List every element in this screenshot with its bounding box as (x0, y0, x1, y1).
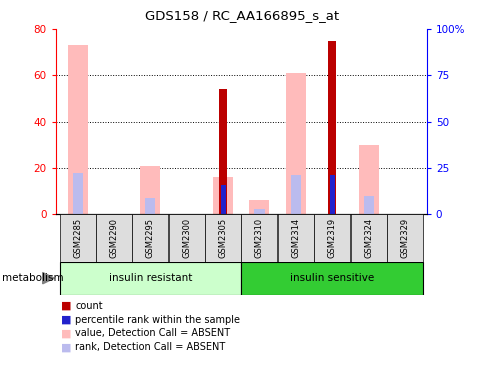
Bar (73, 172, 82, 214)
Text: rank, Detection Call = ABSENT: rank, Detection Call = ABSENT (75, 342, 225, 352)
Text: GDS158 / RC_AA166895_s_at: GDS158 / RC_AA166895_s_at (145, 9, 339, 22)
Bar (358, 145, 378, 214)
Bar (328, 41, 335, 214)
Bar (96, 214, 132, 262)
Bar (205, 214, 241, 262)
Text: ■: ■ (60, 342, 71, 352)
Bar (363, 195, 373, 214)
Bar (249, 200, 269, 214)
Text: percentile rank within the sample: percentile rank within the sample (75, 314, 240, 325)
Text: GSM2295: GSM2295 (146, 218, 154, 258)
Text: GSM2324: GSM2324 (363, 218, 372, 258)
Text: insulin resistant: insulin resistant (108, 273, 192, 283)
Bar (314, 214, 349, 262)
Text: metabolism: metabolism (2, 273, 64, 283)
Text: ■: ■ (60, 300, 71, 311)
Bar (254, 209, 264, 214)
Text: ■: ■ (60, 314, 71, 325)
Text: GSM2290: GSM2290 (109, 218, 118, 258)
Bar (60, 214, 95, 262)
Bar (386, 214, 422, 262)
Bar (220, 184, 225, 214)
Polygon shape (43, 273, 54, 284)
Bar (350, 214, 386, 262)
Bar (285, 73, 305, 214)
Text: GSM2314: GSM2314 (291, 218, 300, 258)
Bar (329, 175, 334, 214)
Text: value, Detection Call = ABSENT: value, Detection Call = ABSENT (75, 328, 230, 339)
Bar (277, 214, 313, 262)
Bar (60, 262, 241, 295)
Text: GSM2329: GSM2329 (400, 218, 408, 258)
Bar (219, 89, 227, 214)
Bar (241, 214, 277, 262)
Bar (212, 177, 233, 214)
Bar (290, 175, 300, 214)
Bar (67, 45, 88, 214)
Text: insulin sensitive: insulin sensitive (289, 273, 374, 283)
Text: GSM2300: GSM2300 (182, 218, 191, 258)
Bar (132, 214, 168, 262)
Bar (168, 214, 204, 262)
Bar (241, 262, 422, 295)
Text: GSM2305: GSM2305 (218, 218, 227, 258)
Text: GSM2285: GSM2285 (73, 218, 82, 258)
Text: GSM2319: GSM2319 (327, 218, 336, 258)
Text: ■: ■ (60, 328, 71, 339)
Text: GSM2310: GSM2310 (255, 218, 263, 258)
Bar (140, 165, 160, 214)
Bar (145, 198, 155, 214)
Text: count: count (75, 300, 103, 311)
